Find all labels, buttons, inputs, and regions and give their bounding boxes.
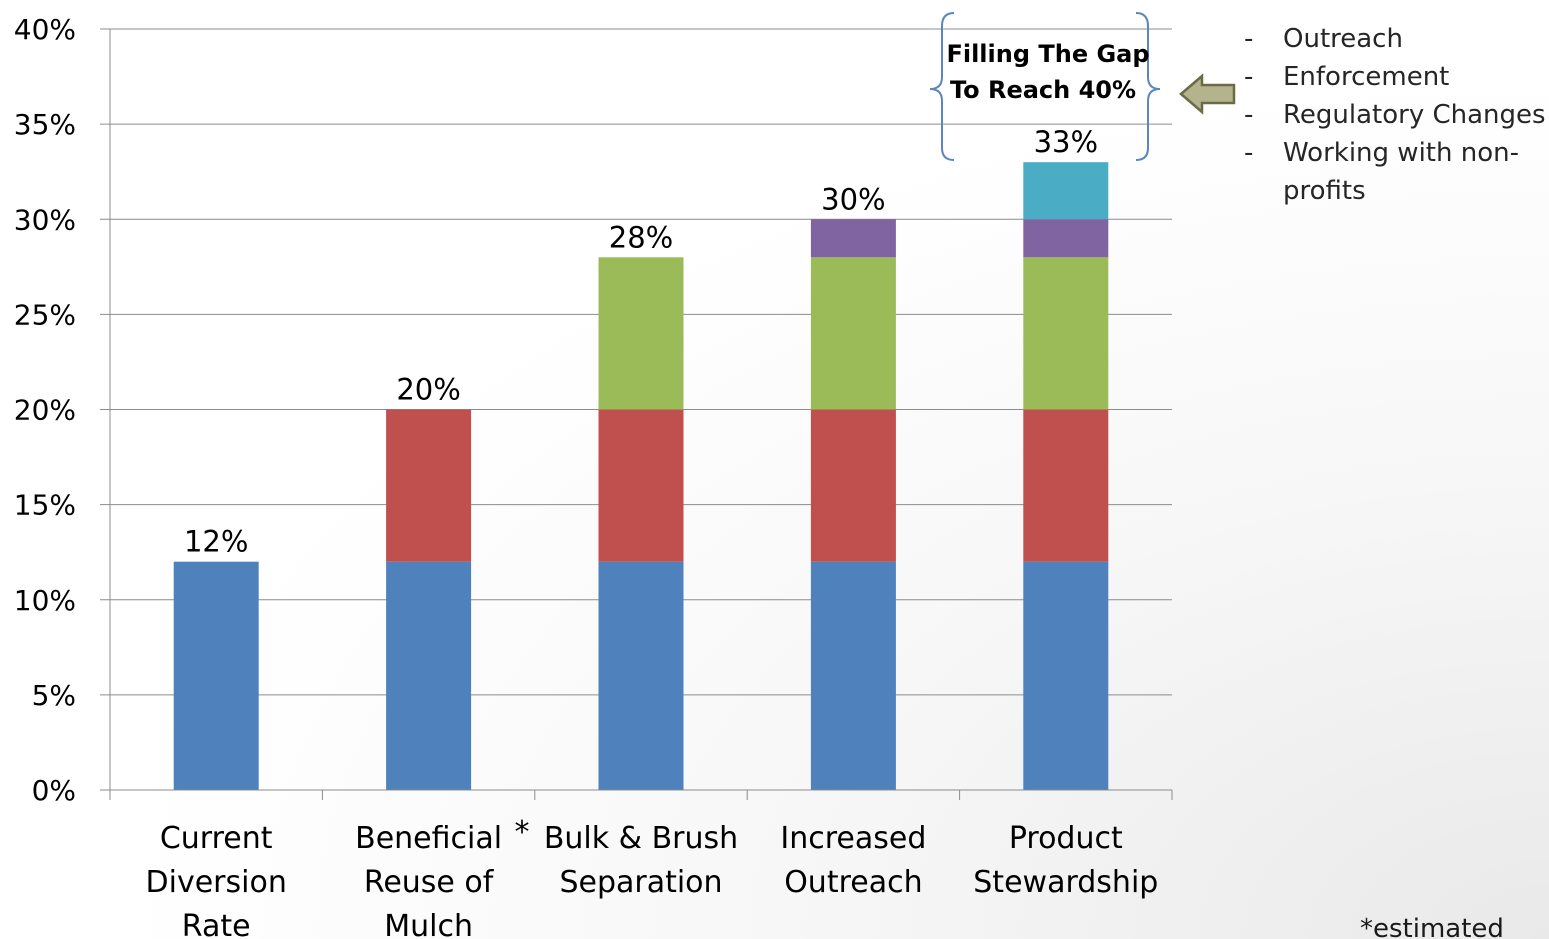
gap-actions-list: - Outreach - Enforcement - Regulatory Ch… bbox=[1244, 20, 1549, 210]
bar-segment bbox=[386, 409, 472, 562]
bar-segment bbox=[810, 219, 896, 258]
x-category-label: Separation bbox=[559, 865, 722, 900]
y-tick-label: 0% bbox=[32, 774, 76, 807]
action-label-line-2: profits bbox=[1283, 176, 1366, 206]
x-category-label: Beneficial bbox=[355, 821, 502, 856]
list-dash: - bbox=[1244, 100, 1254, 130]
x-category-label: Stewardship bbox=[973, 865, 1158, 900]
bar-segment bbox=[810, 561, 896, 790]
action-item-outreach: - Outreach bbox=[1244, 20, 1549, 58]
label-layer: 0% 5% 10% 15% 20% 25% 30% 35% 40% 12% Current Diver… bbox=[14, 13, 1159, 939]
x-category-label: Diversion bbox=[146, 865, 287, 900]
data-label: 33% bbox=[1034, 125, 1098, 159]
bar-segment bbox=[1023, 561, 1109, 790]
bar-layer bbox=[173, 162, 1109, 790]
callout-line-2: To Reach 40% bbox=[950, 76, 1136, 104]
data-label: 30% bbox=[821, 182, 885, 216]
action-label-line-1: Working with non- bbox=[1283, 138, 1519, 168]
x-category-label: Rate bbox=[182, 909, 251, 939]
gap-callout: Filling The Gap To Reach 40% bbox=[929, 12, 1236, 161]
x-category-label: Current bbox=[160, 821, 273, 856]
action-item-working-with-nonprofits: - Working with non- profits bbox=[1244, 134, 1549, 210]
bar-segment bbox=[1023, 257, 1109, 410]
bar-segment bbox=[386, 561, 472, 790]
x-category-label: Increased bbox=[780, 821, 926, 856]
y-tick-label: 30% bbox=[14, 203, 76, 236]
x-category-label: Outreach bbox=[784, 865, 922, 900]
action-label: Enforcement bbox=[1283, 62, 1450, 92]
bar-segment bbox=[598, 409, 684, 562]
y-tick-label: 25% bbox=[14, 298, 76, 331]
action-label: Regulatory Changes bbox=[1283, 100, 1546, 130]
x-category-label: Product bbox=[1009, 821, 1123, 856]
data-label: 28% bbox=[609, 220, 673, 254]
y-tick-label: 5% bbox=[32, 679, 76, 712]
action-item-enforcement: - Enforcement bbox=[1244, 58, 1549, 96]
x-category-label: Reuse of bbox=[364, 865, 495, 900]
bar-segment bbox=[1023, 409, 1109, 562]
asterisk-marker: * bbox=[515, 815, 530, 850]
list-dash: - bbox=[1244, 138, 1254, 168]
bar-segment bbox=[173, 561, 259, 790]
bar-segment bbox=[810, 409, 896, 562]
axis-layer bbox=[100, 28, 1173, 800]
y-tick-label: 15% bbox=[14, 489, 76, 522]
left-arrow-icon bbox=[1179, 73, 1236, 115]
action-label: Outreach bbox=[1283, 24, 1403, 54]
data-label: 12% bbox=[184, 525, 248, 559]
left-brace-icon bbox=[929, 12, 955, 161]
bar-segment bbox=[1023, 219, 1109, 258]
x-category-label: Bulk & Brush bbox=[544, 821, 738, 856]
bar-segment bbox=[598, 561, 684, 790]
callout-line-1: Filling The Gap bbox=[946, 40, 1149, 68]
action-item-regulatory-changes: - Regulatory Changes bbox=[1244, 96, 1549, 134]
y-tick-label: 20% bbox=[14, 394, 76, 427]
data-label: 20% bbox=[396, 373, 460, 407]
y-tick-label: 40% bbox=[14, 13, 76, 46]
bar-segment bbox=[1023, 162, 1109, 220]
bar-segment bbox=[598, 257, 684, 410]
footnote: *estimated bbox=[1360, 914, 1504, 939]
list-dash: - bbox=[1244, 24, 1254, 54]
right-brace-icon bbox=[1135, 12, 1161, 161]
y-tick-label: 35% bbox=[14, 108, 76, 141]
x-category-label: Mulch bbox=[384, 909, 473, 939]
y-tick-label: 10% bbox=[14, 584, 76, 617]
list-dash: - bbox=[1244, 62, 1254, 92]
bar-segment bbox=[810, 257, 896, 410]
